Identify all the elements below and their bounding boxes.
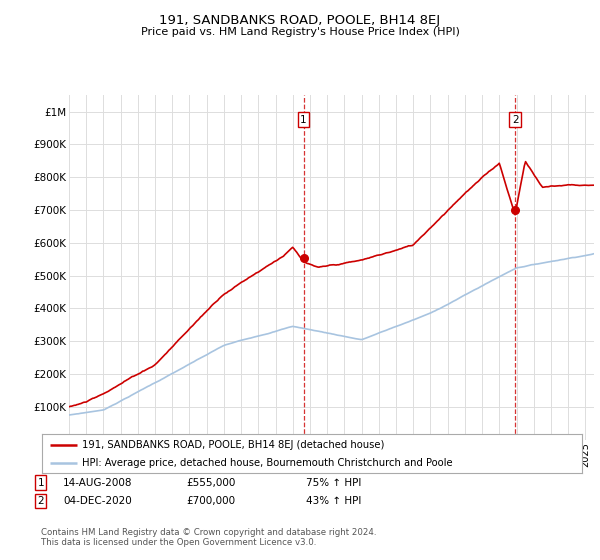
Text: 1: 1 xyxy=(300,115,307,125)
Text: 2: 2 xyxy=(37,496,44,506)
Text: £700,000: £700,000 xyxy=(186,496,235,506)
Text: 04-DEC-2020: 04-DEC-2020 xyxy=(63,496,132,506)
Text: 1: 1 xyxy=(37,478,44,488)
Text: 191, SANDBANKS ROAD, POOLE, BH14 8EJ (detached house): 191, SANDBANKS ROAD, POOLE, BH14 8EJ (de… xyxy=(83,440,385,450)
Text: 43% ↑ HPI: 43% ↑ HPI xyxy=(306,496,361,506)
Text: 14-AUG-2008: 14-AUG-2008 xyxy=(63,478,133,488)
Text: 191, SANDBANKS ROAD, POOLE, BH14 8EJ: 191, SANDBANKS ROAD, POOLE, BH14 8EJ xyxy=(160,14,440,27)
Text: Price paid vs. HM Land Registry's House Price Index (HPI): Price paid vs. HM Land Registry's House … xyxy=(140,27,460,37)
Text: 2: 2 xyxy=(512,115,518,125)
Text: £555,000: £555,000 xyxy=(186,478,235,488)
Text: 75% ↑ HPI: 75% ↑ HPI xyxy=(306,478,361,488)
Text: Contains HM Land Registry data © Crown copyright and database right 2024.
This d: Contains HM Land Registry data © Crown c… xyxy=(41,528,376,547)
Text: HPI: Average price, detached house, Bournemouth Christchurch and Poole: HPI: Average price, detached house, Bour… xyxy=(83,458,453,468)
